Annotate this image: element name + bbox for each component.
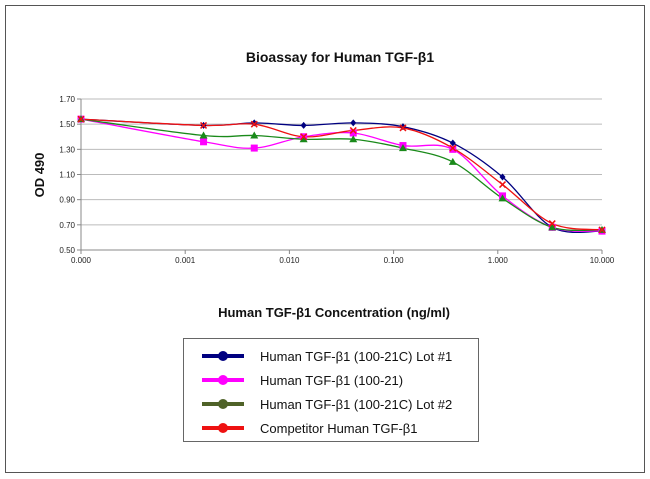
data-point <box>448 157 457 165</box>
y-tick-label: 1.30 <box>59 145 75 154</box>
data-point <box>548 220 556 228</box>
data-point <box>349 126 357 134</box>
x-axis-label: Human TGF-β1 Concentration (ng/ml) <box>218 305 450 320</box>
legend: Human TGF-β1 (100-21C) Lot #1 Human TGF-… <box>183 338 479 442</box>
y-tick-label: 1.70 <box>59 95 75 104</box>
data-point <box>250 131 259 139</box>
data-point <box>200 138 208 146</box>
x-tick-label: 10.000 <box>590 256 615 265</box>
legend-swatch <box>202 399 244 409</box>
legend-item: Human TGF-β1 (100-21) <box>202 370 403 390</box>
series-line <box>80 118 603 234</box>
data-point <box>299 135 308 143</box>
data-point <box>350 119 357 127</box>
series-line <box>80 118 603 232</box>
series-line <box>80 118 603 232</box>
data-point <box>349 135 358 143</box>
x-tick-label: 0.100 <box>384 256 405 265</box>
data-point <box>548 223 557 231</box>
data-point <box>449 145 457 153</box>
y-tick-label: 0.70 <box>59 221 75 230</box>
data-point <box>250 144 258 152</box>
legend-item: Human TGF-β1 (100-21C) Lot #2 <box>202 394 452 414</box>
data-point <box>499 173 506 181</box>
data-point <box>498 181 507 189</box>
legend-item: Competitor Human TGF-β1 <box>202 418 418 438</box>
data-point <box>399 124 407 132</box>
data-point <box>598 226 606 234</box>
y-tick-label: 0.50 <box>59 246 75 255</box>
legend-item: Human TGF-β1 (100-21C) Lot #1 <box>202 346 452 366</box>
x-tick-label: 0.000 <box>71 256 92 265</box>
legend-label: Human TGF-β1 (100-21C) Lot #1 <box>260 348 453 364</box>
x-tick-label: 0.001 <box>175 256 196 265</box>
legend-label: Competitor Human TGF-β1 <box>260 420 418 436</box>
data-point <box>77 115 85 123</box>
y-tick-label: 1.10 <box>59 171 75 180</box>
data-point <box>300 121 307 129</box>
legend-swatch <box>202 423 244 433</box>
chart-title: Bioassay for Human TGF-β1 <box>246 49 434 65</box>
data-point <box>449 144 457 152</box>
series-line <box>80 118 603 231</box>
legend-swatch <box>202 375 244 385</box>
data-point <box>250 120 258 128</box>
data-point <box>300 133 308 141</box>
legend-swatch <box>202 351 244 361</box>
data-point <box>449 139 456 147</box>
data-point <box>199 131 208 139</box>
y-tick-label: 1.50 <box>59 120 75 129</box>
data-point <box>498 194 507 202</box>
data-point <box>349 129 357 137</box>
y-tick-label: 0.90 <box>59 196 75 205</box>
data-point <box>398 144 407 152</box>
x-tick-label: 0.010 <box>279 256 300 265</box>
y-axis-label: OD 490 <box>32 153 47 198</box>
legend-label: Human TGF-β1 (100-21) <box>260 372 404 388</box>
x-tick-label: 1.000 <box>488 256 509 265</box>
legend-label: Human TGF-β1 (100-21C) Lot #2 <box>260 396 453 412</box>
data-point <box>200 121 208 129</box>
